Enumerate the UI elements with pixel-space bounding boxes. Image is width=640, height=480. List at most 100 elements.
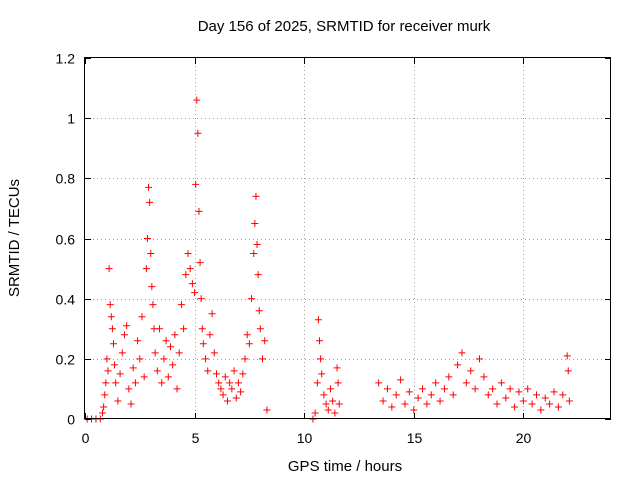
x-tick-label: 20 — [516, 430, 532, 446]
x-tick-label: 5 — [192, 430, 200, 446]
data-point — [333, 364, 341, 372]
data-point — [261, 337, 269, 345]
data-point — [104, 367, 112, 375]
y-tick-label: 0.6 — [56, 232, 76, 248]
data-point — [148, 283, 156, 291]
data-point — [217, 385, 225, 393]
data-point — [195, 207, 203, 215]
data-point — [317, 355, 325, 363]
data-point — [318, 370, 326, 378]
data-point — [445, 373, 453, 381]
y-tick-label: 1 — [67, 111, 75, 127]
data-point — [142, 265, 150, 273]
data-point — [180, 325, 188, 333]
data-point — [199, 340, 207, 348]
data-point — [138, 313, 146, 321]
data-point — [171, 331, 179, 339]
data-point — [210, 349, 218, 357]
data-point — [111, 361, 119, 369]
chart-title: Day 156 of 2025, SRMTID for receiver mur… — [198, 18, 491, 35]
data-point — [335, 400, 343, 408]
data-point — [153, 367, 161, 375]
data-point — [405, 388, 413, 396]
data-point — [241, 355, 249, 363]
data-point — [146, 198, 154, 206]
axis-ticks: 0 0.2 0.4 0.6 0.8 1 1.2 0 5 10 15 20 — [56, 51, 611, 446]
data-point — [101, 391, 109, 399]
data-point — [129, 364, 137, 372]
data-point — [263, 406, 271, 414]
data-point — [182, 271, 190, 279]
data-point — [245, 340, 253, 348]
data-point — [197, 295, 205, 303]
data-point — [118, 349, 126, 357]
data-point — [175, 349, 183, 357]
data-point — [414, 394, 422, 402]
data-point — [100, 403, 108, 411]
data-point — [123, 322, 131, 330]
data-point — [322, 400, 330, 408]
data-point — [550, 388, 558, 396]
data-point — [392, 391, 400, 399]
data-point — [532, 391, 540, 399]
data-point — [436, 397, 444, 405]
y-tick-label: 1.2 — [56, 51, 76, 67]
data-point — [506, 385, 514, 393]
data-point — [193, 96, 201, 104]
data-point — [324, 406, 332, 414]
data-point — [331, 409, 339, 417]
data-point — [515, 388, 523, 396]
data-point — [228, 385, 236, 393]
data-point — [397, 376, 405, 384]
data-point — [493, 400, 501, 408]
data-point — [232, 394, 240, 402]
data-point — [103, 355, 111, 363]
data-point — [419, 385, 427, 393]
data-point — [169, 361, 177, 369]
data-point — [256, 325, 264, 333]
y-axis-label: SRMTID / TECUs — [6, 179, 23, 297]
data-point — [202, 355, 210, 363]
data-point — [541, 394, 549, 402]
data-point — [114, 397, 122, 405]
data-point — [432, 379, 440, 387]
data-point — [243, 331, 251, 339]
data-point — [480, 373, 488, 381]
data-point — [213, 370, 220, 378]
data-point — [160, 355, 168, 363]
data-point — [196, 259, 204, 267]
data-point — [158, 379, 166, 387]
data-point — [102, 379, 110, 387]
data-point — [223, 397, 231, 405]
data-point — [375, 379, 383, 387]
data-point — [192, 180, 200, 188]
data-point — [134, 337, 142, 345]
data-point — [497, 379, 505, 387]
data-point — [107, 313, 115, 321]
data-point — [234, 379, 242, 387]
data-point — [156, 325, 164, 333]
data-point — [502, 394, 510, 402]
data-point — [204, 367, 212, 375]
data-point — [252, 192, 260, 200]
data-point — [388, 403, 396, 411]
data-point — [166, 343, 174, 351]
data-point — [253, 241, 261, 249]
data-point — [250, 250, 258, 258]
data-point — [149, 301, 157, 309]
x-tick-label: 0 — [82, 430, 90, 446]
data-point — [489, 385, 497, 393]
data-point — [239, 370, 247, 378]
data-point — [208, 310, 216, 318]
data-point — [219, 391, 227, 399]
data-point — [326, 385, 334, 393]
data-point — [184, 250, 192, 258]
data-point — [248, 295, 256, 303]
y-tick-label: 0.4 — [56, 292, 76, 308]
data-point — [230, 367, 238, 375]
data-point — [467, 367, 475, 375]
data-point — [186, 265, 194, 273]
data-point — [554, 403, 562, 411]
data-point — [313, 379, 321, 387]
